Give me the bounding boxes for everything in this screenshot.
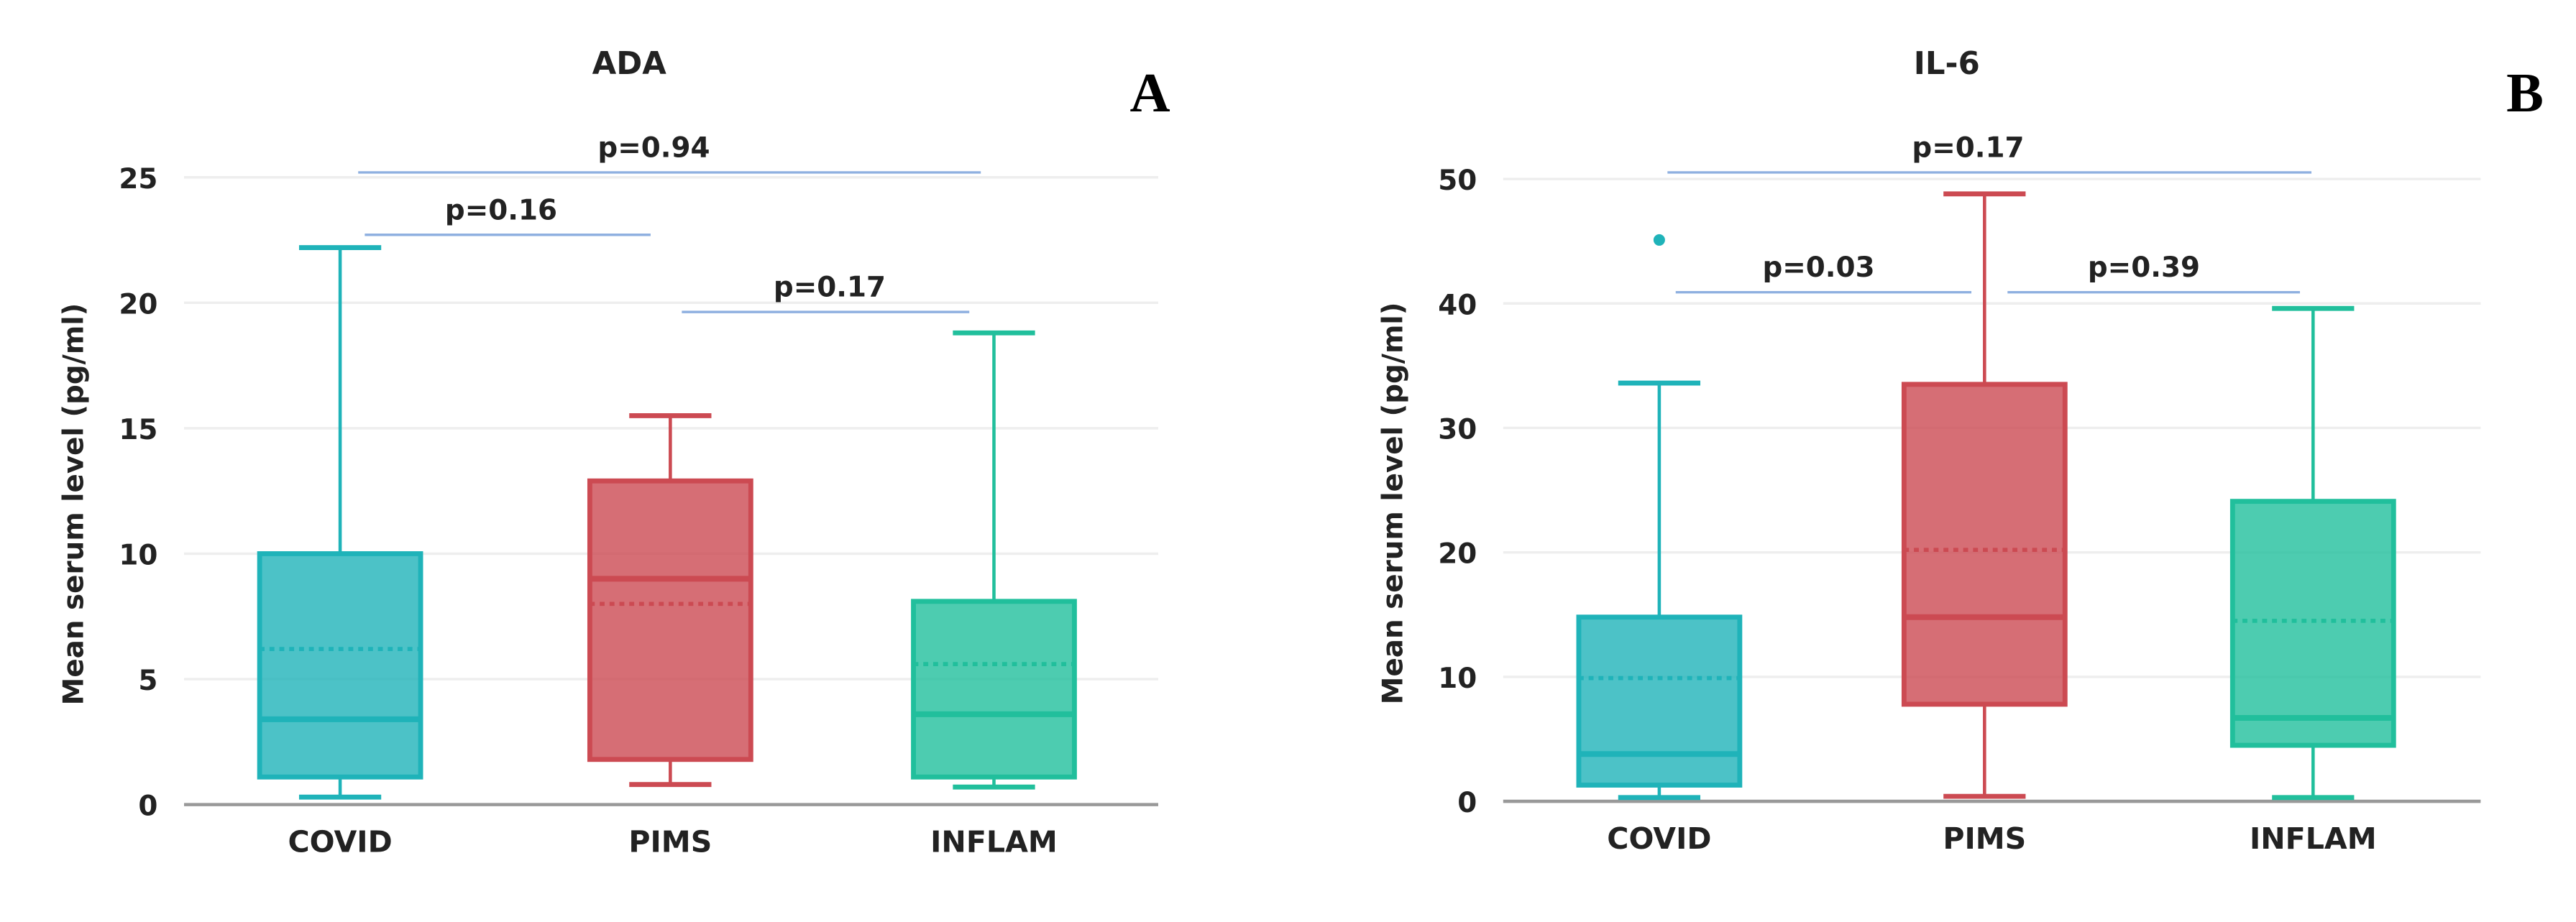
p-value: p=0.39 bbox=[2088, 252, 2200, 284]
x-tick-label: COVID bbox=[1607, 821, 1711, 856]
x-tick-label: PIMS bbox=[628, 824, 712, 859]
box bbox=[1576, 614, 1743, 788]
box bbox=[1901, 382, 2068, 707]
outlier bbox=[1653, 234, 1665, 246]
panel-label: B bbox=[2506, 62, 2544, 124]
p-value: p=0.03 bbox=[1762, 252, 1874, 284]
y-axis-label: Mean serum level (pg/ml) bbox=[58, 303, 91, 706]
y-tick-label: 10 bbox=[1438, 663, 1477, 695]
y-tick-label: 10 bbox=[119, 540, 157, 572]
y-tick-label: 30 bbox=[1438, 414, 1477, 446]
p-value: p=0.17 bbox=[774, 272, 886, 304]
y-tick-label: 20 bbox=[119, 288, 157, 321]
y-tick-label: 0 bbox=[138, 790, 157, 823]
x-tick-label: COVID bbox=[288, 824, 392, 859]
chart-title: ADA bbox=[592, 46, 667, 82]
y-tick-label: 20 bbox=[1438, 538, 1477, 571]
y-tick-label: 0 bbox=[1457, 787, 1477, 819]
y-tick-label: 25 bbox=[119, 163, 157, 195]
p-value: p=0.17 bbox=[1912, 132, 2024, 164]
y-tick-label: 15 bbox=[119, 414, 157, 446]
y-axis-label: Mean serum level (pg/ml) bbox=[1378, 302, 1410, 704]
x-tick-label: INFLAM bbox=[2250, 821, 2377, 856]
panel-label: A bbox=[1130, 62, 1170, 124]
box bbox=[257, 551, 423, 780]
p-value: p=0.94 bbox=[597, 132, 710, 164]
p-value: p=0.16 bbox=[445, 194, 557, 226]
box bbox=[911, 599, 1077, 780]
box bbox=[587, 478, 753, 762]
x-tick-label: INFLAM bbox=[930, 824, 1058, 859]
box bbox=[2229, 499, 2396, 748]
y-tick-label: 40 bbox=[1438, 289, 1477, 321]
y-tick-label: 50 bbox=[1438, 165, 1477, 197]
chart-title: IL-6 bbox=[1914, 46, 1980, 82]
y-tick-label: 5 bbox=[138, 665, 157, 697]
x-tick-label: PIMS bbox=[1943, 821, 2026, 856]
